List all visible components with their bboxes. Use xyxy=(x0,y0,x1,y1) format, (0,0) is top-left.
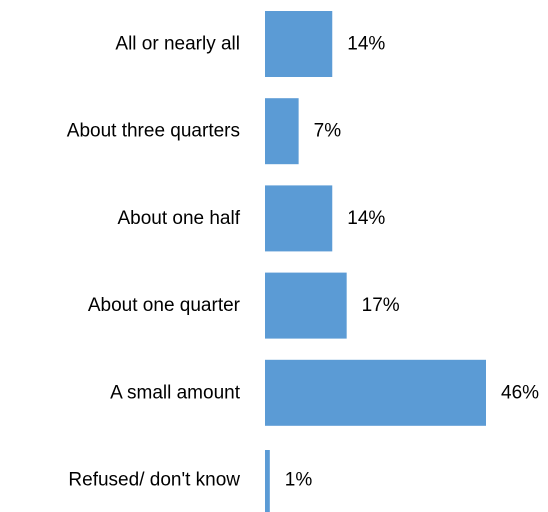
bars-layer xyxy=(265,11,486,512)
value-label: 14% xyxy=(347,34,385,55)
bar xyxy=(265,185,333,252)
bar xyxy=(265,272,347,339)
category-label: About three quarters xyxy=(67,121,240,142)
bar xyxy=(265,359,486,426)
category-label: Refused/ don't know xyxy=(68,470,240,491)
value-label: 46% xyxy=(501,382,539,403)
value-label: 14% xyxy=(347,208,385,229)
value-label: 7% xyxy=(314,121,342,142)
category-label: About one half xyxy=(117,208,240,229)
category-label: All or nearly all xyxy=(115,34,240,55)
bar xyxy=(265,98,299,165)
bar xyxy=(265,11,333,77)
bar xyxy=(265,450,270,512)
category-label: A small amount xyxy=(110,382,241,403)
value-label: 17% xyxy=(362,295,400,316)
category-label: About one quarter xyxy=(88,295,241,316)
category-labels-layer: All or nearly all About three quarters Abo… xyxy=(67,34,241,491)
value-labels-layer: 14% 7% 14% 17% 46% 1% xyxy=(285,34,539,491)
value-label: 1% xyxy=(285,470,313,491)
